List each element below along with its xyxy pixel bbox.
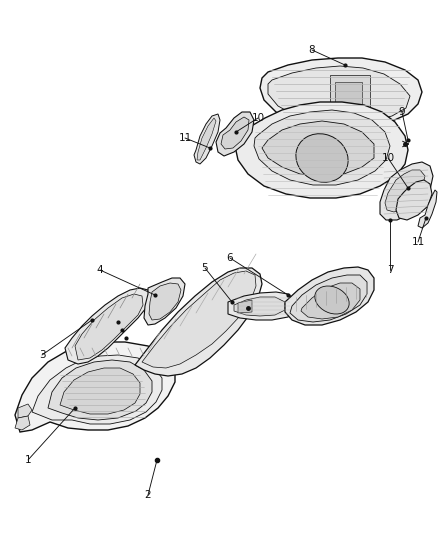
Text: 7: 7: [387, 265, 393, 275]
Text: 4: 4: [97, 265, 103, 275]
Polygon shape: [75, 294, 143, 360]
Polygon shape: [301, 283, 360, 319]
Polygon shape: [15, 342, 175, 432]
Polygon shape: [32, 355, 162, 424]
Text: 1: 1: [25, 455, 31, 465]
Polygon shape: [396, 180, 432, 220]
Polygon shape: [15, 416, 30, 430]
Polygon shape: [268, 66, 410, 124]
Polygon shape: [48, 360, 152, 420]
Polygon shape: [380, 162, 433, 220]
Polygon shape: [221, 117, 249, 149]
Polygon shape: [228, 292, 295, 320]
Polygon shape: [238, 300, 252, 313]
Text: 11: 11: [411, 237, 424, 247]
Polygon shape: [330, 75, 370, 115]
Polygon shape: [285, 267, 374, 325]
Polygon shape: [194, 114, 220, 164]
Text: 9: 9: [399, 107, 405, 117]
Polygon shape: [135, 268, 262, 376]
Text: 2: 2: [145, 490, 151, 500]
Polygon shape: [142, 271, 256, 368]
Polygon shape: [149, 283, 181, 320]
Polygon shape: [418, 190, 437, 228]
Text: 8: 8: [309, 45, 315, 55]
Polygon shape: [260, 58, 422, 130]
Polygon shape: [18, 404, 32, 418]
Text: 10: 10: [251, 113, 265, 123]
Text: 10: 10: [381, 153, 395, 163]
Text: 3: 3: [39, 350, 45, 360]
Polygon shape: [385, 170, 425, 212]
Polygon shape: [234, 297, 285, 316]
Polygon shape: [254, 110, 390, 185]
Ellipse shape: [296, 134, 348, 182]
Ellipse shape: [315, 286, 349, 314]
Text: 5: 5: [201, 263, 208, 273]
Polygon shape: [216, 112, 254, 156]
Polygon shape: [60, 368, 140, 414]
Polygon shape: [144, 278, 185, 325]
Polygon shape: [262, 121, 374, 177]
Polygon shape: [335, 82, 362, 108]
Text: 11: 11: [178, 133, 192, 143]
Polygon shape: [65, 288, 150, 364]
Text: 6: 6: [227, 253, 233, 263]
Polygon shape: [235, 102, 408, 198]
Polygon shape: [290, 275, 367, 322]
Polygon shape: [197, 118, 216, 160]
